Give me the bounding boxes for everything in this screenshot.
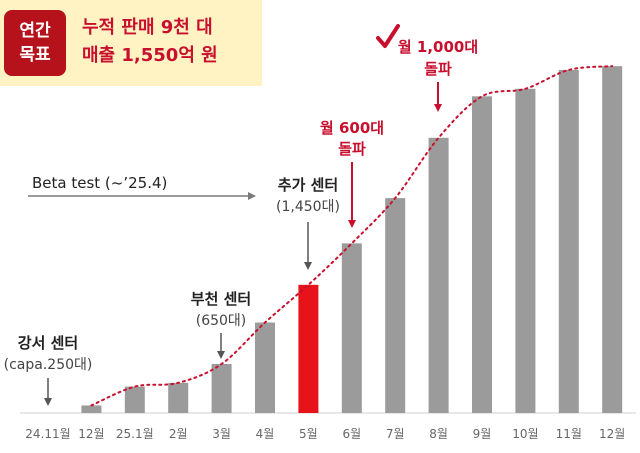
goal-box: 연간 목표 누적 판매 9천 대 매출 1,550억 원 — [0, 0, 262, 86]
gangseo-title: 강서 센터 — [18, 334, 78, 352]
x-tick-label: 10월 — [512, 427, 538, 441]
x-tick-label: 5월 — [299, 427, 318, 441]
x-tick-label: 12월 — [78, 427, 104, 441]
bar-12 — [558, 69, 579, 414]
x-tick-label: 2월 — [169, 427, 188, 441]
bar-13 — [602, 66, 623, 413]
x-tick-label: 8월 — [429, 427, 448, 441]
m600-line2: 돌파 — [338, 140, 366, 158]
goal-tag: 연간 목표 — [4, 10, 66, 76]
bucheon-title: 부천 센터 — [191, 290, 251, 308]
x-tick-label: 3월 — [212, 427, 231, 441]
goal-tag-line1: 연간 — [19, 21, 51, 41]
bar-5 — [255, 322, 275, 413]
goal-line1: 누적 판매 9천 대 — [82, 17, 213, 38]
gangseo-sub: (capa.250대) — [4, 357, 93, 373]
extra-center-sub: (1,450대) — [276, 199, 340, 215]
bucheon-sub: (650대) — [196, 313, 247, 329]
trend-line — [90, 65, 614, 407]
goal-line2: 매출 1,550억 원 — [82, 45, 218, 66]
m1000-line1: 월 1,000대 — [398, 38, 478, 56]
x-tick-label: 4월 — [256, 427, 275, 441]
x-tick-label: 7월 — [386, 427, 405, 441]
x-tick-label: 11월 — [556, 427, 582, 441]
tick-labels-group: 24.11월 12월 25.1월 2월 3월 4월 5월 6월 7월 8월 9월 10월 11월 12월 — [25, 427, 625, 441]
bar-11 — [515, 88, 536, 413]
bar-2 — [124, 386, 145, 413]
x-tick-label: 25.1월 — [116, 427, 154, 441]
bars-group — [81, 66, 623, 414]
bar-10 — [472, 96, 492, 413]
x-tick-label: 9월 — [473, 427, 492, 441]
x-tick-label: 6월 — [342, 427, 361, 441]
x-tick-label: 24.11월 — [25, 427, 70, 441]
m1000-line2: 돌파 — [424, 60, 452, 78]
bar-6 — [298, 284, 319, 413]
checkmark-icon — [376, 24, 400, 48]
bar-3 — [168, 382, 189, 413]
bar-9 — [428, 137, 449, 414]
bar-4 — [211, 363, 232, 413]
bar-8 — [385, 198, 406, 413]
bar-7 — [341, 243, 362, 413]
m600-line1: 월 600대 — [320, 119, 384, 137]
x-tick-label: 12월 — [599, 427, 625, 441]
bar-1 — [81, 405, 102, 413]
goal-tag-line2: 목표 — [19, 45, 51, 65]
extra-center-title: 추가 센터 — [278, 176, 338, 194]
beta-test-label: Beta test (~’25.4) — [32, 174, 167, 192]
goal-text: 누적 판매 9천 대 매출 1,550억 원 — [82, 14, 218, 70]
